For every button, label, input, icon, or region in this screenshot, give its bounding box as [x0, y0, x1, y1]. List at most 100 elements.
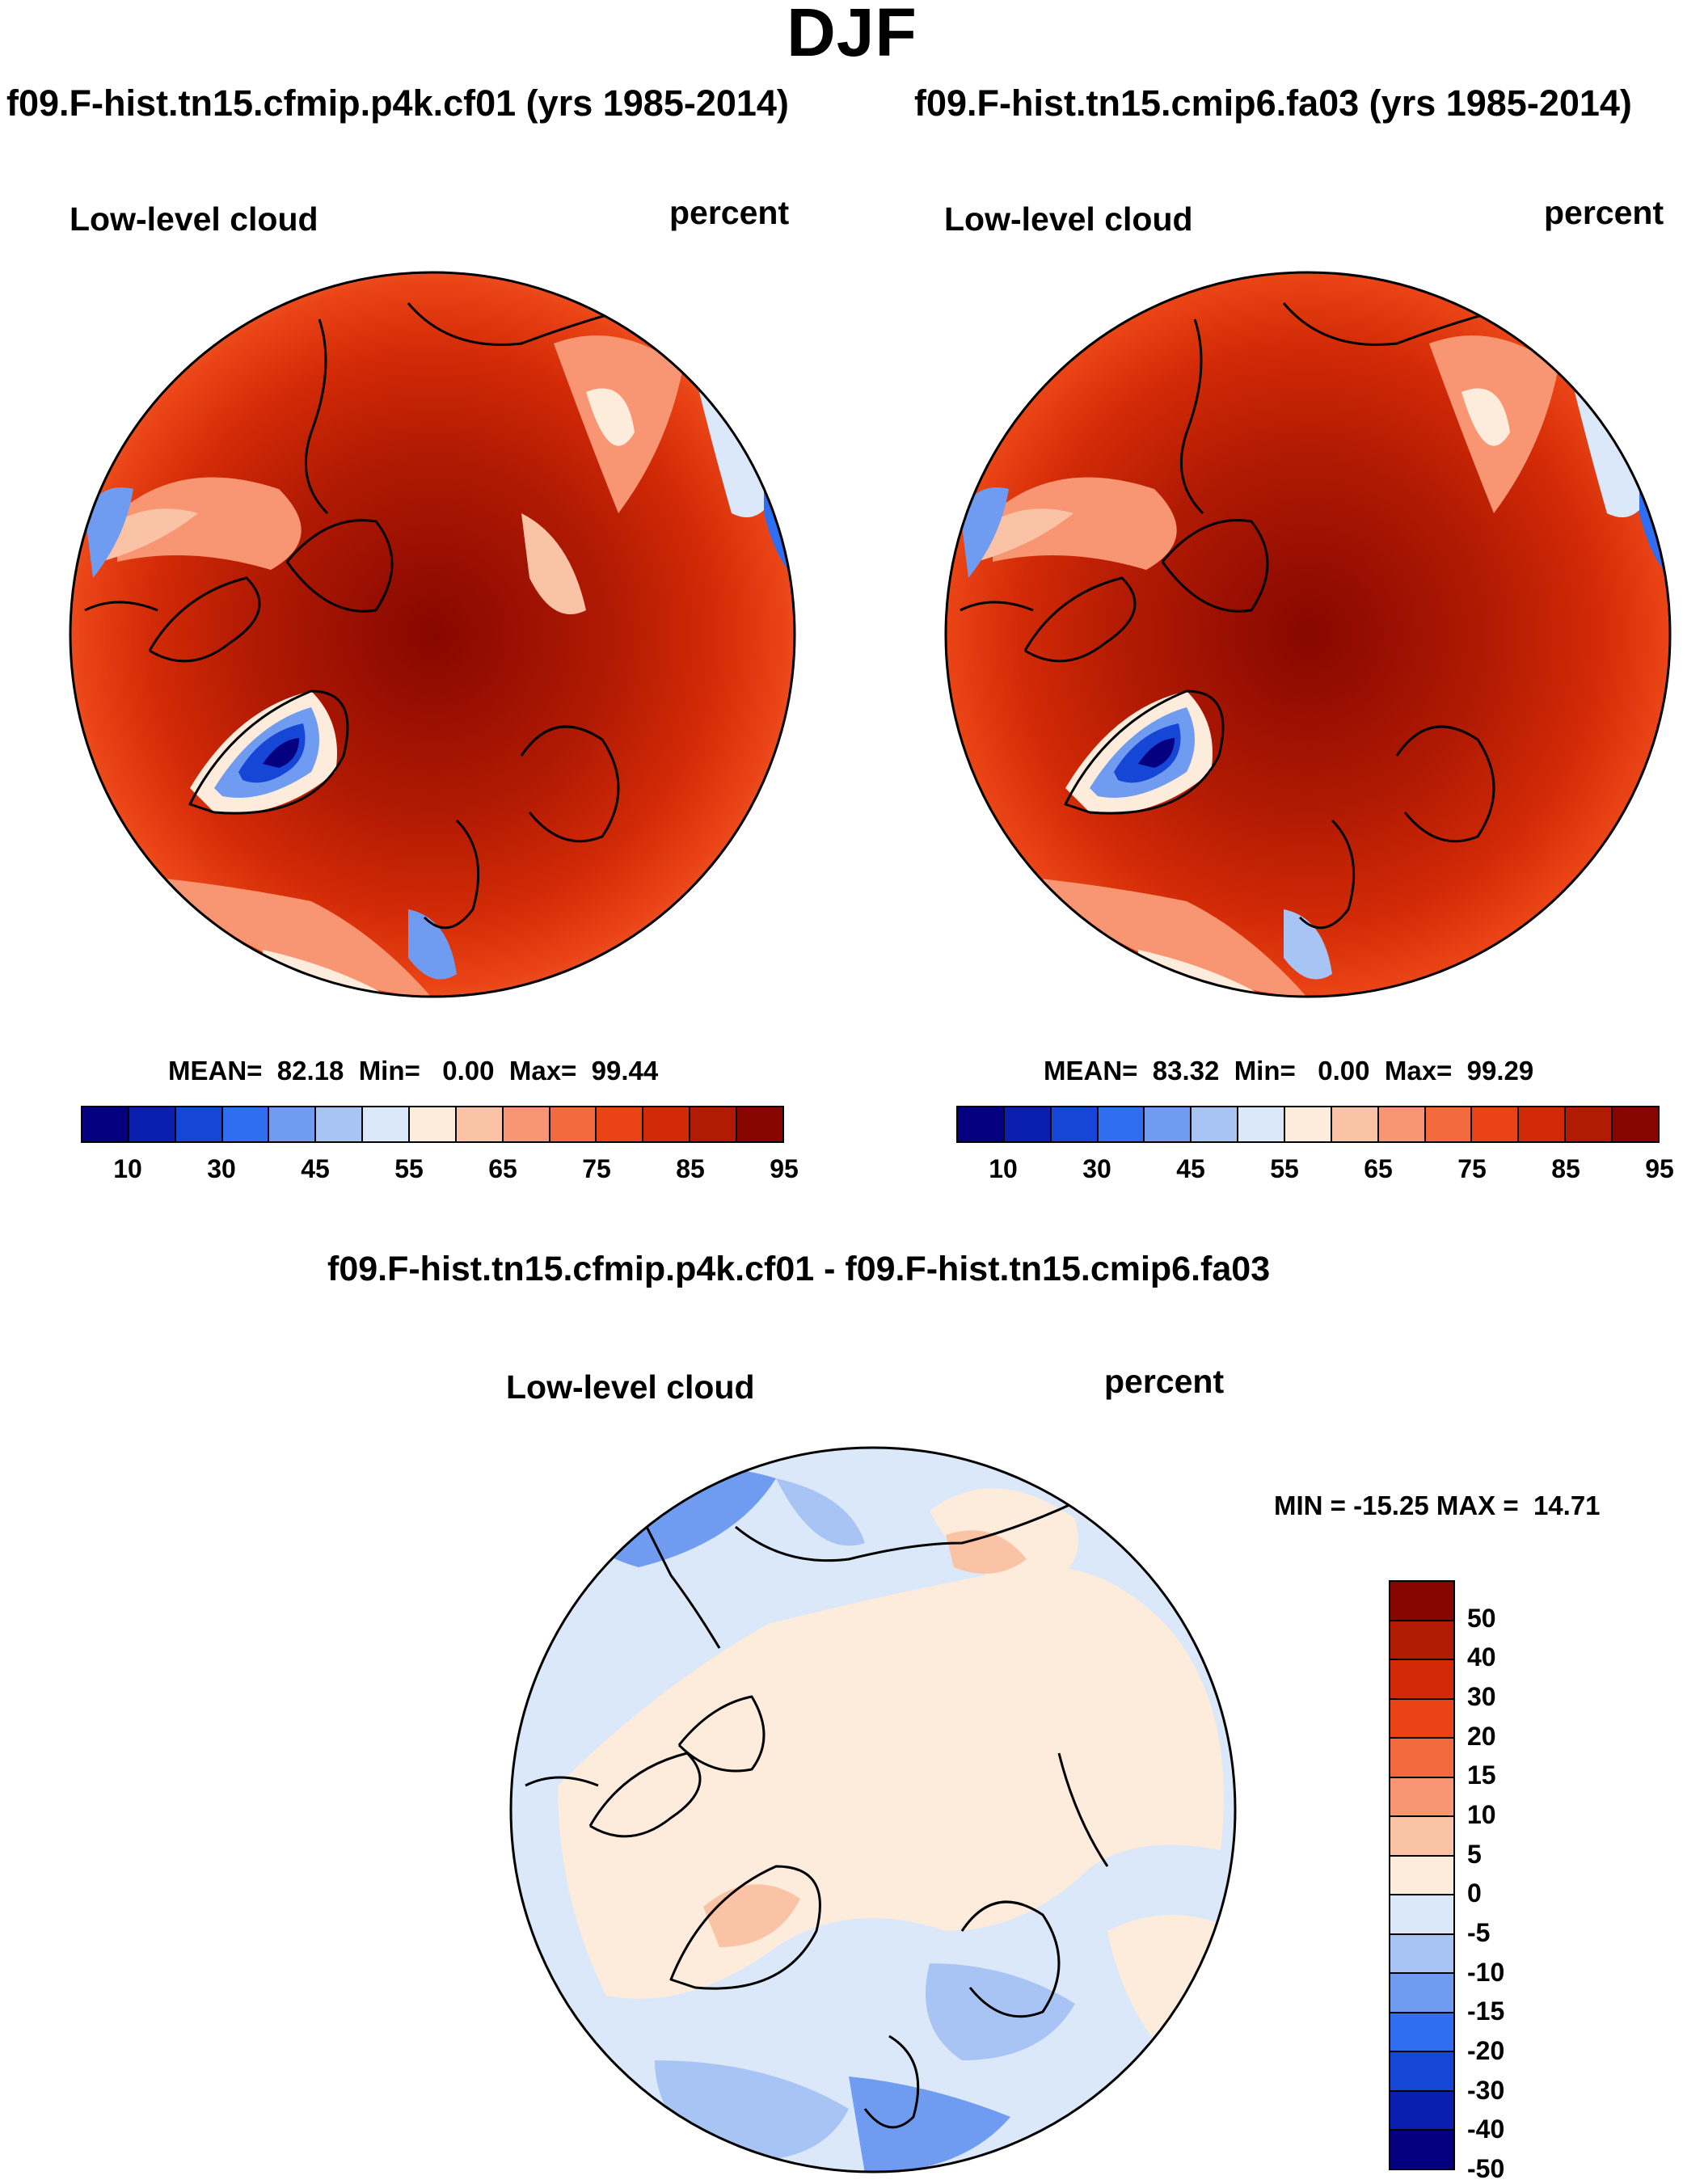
panel-1-field-patch: [150, 877, 432, 997]
colorbar-swatch: [1390, 1621, 1453, 1661]
colorbar-swatch: [82, 1107, 129, 1141]
panel-2-map-border: [944, 271, 1672, 998]
colorbar-swatch: [1390, 1895, 1453, 1935]
colorbar-swatch: [1098, 1107, 1145, 1141]
panel-1-case-title: f09.F-hist.tn15.cfmip.p4k.cf01 (yrs 1985…: [6, 82, 789, 124]
colorbar-tick-label: 55: [394, 1154, 424, 1183]
panel-1-field-patch: [117, 477, 302, 570]
colorbar-swatch: [1390, 2013, 1453, 2053]
colorbar-tick-label: -30: [1467, 2075, 1505, 2105]
colorbar-swatch: [597, 1107, 644, 1141]
colorbar-swatch: [269, 1107, 317, 1141]
colorbar-swatch: [222, 1107, 270, 1141]
colorbar-tick-label: 55: [1270, 1154, 1299, 1183]
colorbar-swatch: [1390, 1934, 1453, 1975]
diff-field-patch: [776, 1478, 865, 1546]
colorbar-tick-label: 75: [582, 1154, 611, 1183]
colorbar-tick-label: 0: [1467, 1878, 1482, 1908]
colorbar-tick-label: -40: [1467, 2114, 1505, 2144]
panel-2-field-patch: [960, 487, 1009, 578]
panel-1-field-patch: [699, 392, 780, 517]
colorbar-tick-label: 40: [1467, 1642, 1496, 1672]
colorbar-tick-label: 85: [676, 1154, 705, 1183]
colorbar-swatch: [1390, 1817, 1453, 1857]
colorbar-swatch: [175, 1107, 223, 1141]
panel-1-polar-map: [69, 271, 796, 998]
colorbar-tick-label: 30: [1467, 1682, 1496, 1711]
colorbar-swatch: [1390, 2052, 1453, 2092]
colorbar-tick-label: 10: [989, 1154, 1018, 1183]
colorbar-tick-label: -10: [1467, 1957, 1505, 1987]
colorbar-tick-label: 95: [770, 1154, 799, 1183]
panel-2-variable-label: Low-level cloud: [944, 200, 1193, 238]
colorbar-tick-label: 10: [1467, 1800, 1496, 1829]
colorbar-tick-label: 65: [488, 1154, 517, 1183]
colorbar-swatch: [1390, 1582, 1453, 1621]
colorbar-swatch: [1238, 1107, 1286, 1141]
colorbar-swatch: [316, 1107, 364, 1141]
diff-colorbar-ticks: 50 40 30 20 15 10 5 0 -5 -10 -15 -20 -30 -40 -50: [1467, 1580, 1556, 2183]
colorbar-swatch: [1390, 1974, 1453, 2013]
colorbar-swatch: [1390, 1777, 1453, 1818]
colorbar-tick-label: -15: [1467, 1996, 1505, 2026]
colorbar-swatch: [129, 1107, 176, 1141]
greenland-field: [1138, 738, 1175, 768]
colorbar-swatch: [1390, 2131, 1453, 2169]
diff-colorbar: [1389, 1580, 1455, 2170]
panel-1-map-border: [69, 271, 796, 998]
colorbar-swatch: [410, 1107, 457, 1141]
diff-variable-label: Low-level cloud: [506, 1368, 755, 1406]
panel-2-units-label: percent: [1544, 194, 1664, 231]
diff-title: f09.F-hist.tn15.cfmip.p4k.cf01 - f09.F-h…: [327, 1250, 1271, 1288]
diff-map-border: [509, 1446, 1237, 2173]
panel-2-stats: MEAN= 83.32 Min= 0.00 Max= 99.29: [1044, 1056, 1534, 1086]
panel-1-colorbar-ticks: 10 30 45 55 65 75 85 95: [81, 1154, 799, 1187]
colorbar-swatch: [1192, 1107, 1239, 1141]
panel-1-field-patch: [586, 388, 635, 446]
colorbar-swatch: [1425, 1107, 1473, 1141]
colorbar-tick-label: 50: [1467, 1603, 1496, 1633]
diff-units-label: percent: [1104, 1363, 1225, 1400]
colorbar-swatch: [1051, 1107, 1099, 1141]
panel-2-colorbar: [956, 1106, 1660, 1143]
colorbar-swatch: [1390, 1856, 1453, 1896]
colorbar-swatch: [550, 1107, 597, 1141]
diff-field-patch: [703, 1884, 800, 1947]
colorbar-swatch: [1331, 1107, 1379, 1141]
colorbar-swatch: [456, 1107, 504, 1141]
colorbar-tick-label: 30: [1082, 1154, 1111, 1183]
colorbar-tick-label: 75: [1457, 1154, 1487, 1183]
colorbar-swatch: [1390, 1660, 1453, 1700]
colorbar-swatch: [737, 1107, 782, 1141]
colorbar-swatch: [1390, 1699, 1453, 1739]
panel-1-field-patch: [85, 487, 133, 578]
colorbar-tick-label: 65: [1364, 1154, 1393, 1183]
colorbar-swatch: [503, 1107, 550, 1141]
panel-1-stats: MEAN= 82.18 Min= 0.00 Max= 99.44: [168, 1056, 659, 1086]
diff-coastlines: [525, 1493, 1109, 2129]
panel-2-field-patch: [1575, 392, 1655, 517]
colorbar-tick-label: 85: [1551, 1154, 1580, 1183]
colorbar-swatch: [1390, 1739, 1453, 1778]
panel-2-polar-map: [944, 271, 1672, 998]
colorbar-swatch: [1378, 1107, 1426, 1141]
colorbar-tick-label: -50: [1467, 2154, 1505, 2183]
panel-2-case-title: f09.F-hist.tn15.cmip6.fa03 (yrs 1985-201…: [914, 82, 1632, 124]
panel-1-colorbar: [81, 1106, 784, 1143]
colorbar-swatch: [1613, 1107, 1658, 1141]
panel-2-field-patch: [993, 477, 1177, 570]
diff-field-patch: [558, 1566, 1224, 1999]
colorbar-swatch: [958, 1107, 1005, 1141]
colorbar-tick-label: 45: [301, 1154, 330, 1183]
colorbar-swatch: [1390, 2091, 1453, 2131]
panel-1-units-label: percent: [669, 194, 790, 231]
colorbar-tick-label: 5: [1467, 1839, 1482, 1869]
panel-2-field-patch: [1461, 388, 1510, 446]
colorbar-swatch: [1566, 1107, 1613, 1141]
panel-2-colorbar-ticks: 10 30 45 55 65 75 85 95: [956, 1154, 1674, 1187]
colorbar-tick-label: -20: [1467, 2036, 1505, 2065]
diff-stats: MIN = -15.25 MAX = 14.71: [1274, 1490, 1601, 1520]
panel-2-field-patch: [1025, 877, 1308, 997]
diff-field-patch: [1107, 1915, 1235, 2060]
colorbar-swatch: [690, 1107, 738, 1141]
